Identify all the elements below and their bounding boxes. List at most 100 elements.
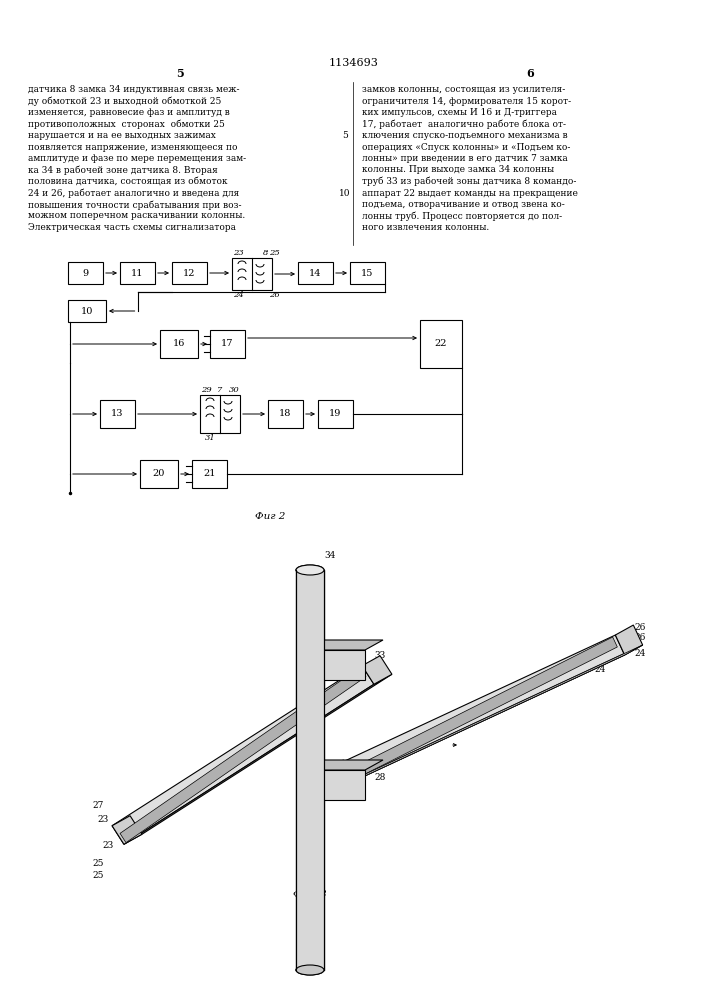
Polygon shape bbox=[325, 635, 625, 790]
Text: 25: 25 bbox=[269, 249, 279, 257]
Bar bbox=[160, 330, 198, 358]
Text: датчика 8 замка 34 индуктивная связь меж-: датчика 8 замка 34 индуктивная связь меж… bbox=[28, 85, 240, 94]
Text: 28: 28 bbox=[374, 774, 386, 782]
Text: 23: 23 bbox=[233, 249, 243, 257]
Polygon shape bbox=[362, 656, 392, 684]
Bar bbox=[232, 258, 272, 290]
Bar bbox=[268, 400, 303, 428]
Text: 14: 14 bbox=[309, 268, 322, 277]
Polygon shape bbox=[325, 760, 353, 790]
Polygon shape bbox=[305, 770, 365, 800]
Text: повышения точности срабатывания при воз-: повышения точности срабатывания при воз- bbox=[28, 200, 242, 210]
Polygon shape bbox=[615, 625, 643, 655]
Text: 8: 8 bbox=[263, 249, 269, 257]
Text: лонны» при введении в его датчик 7 замка: лонны» при введении в его датчик 7 замка bbox=[362, 154, 568, 163]
Bar bbox=[350, 262, 385, 284]
Polygon shape bbox=[296, 570, 324, 970]
Bar bbox=[298, 262, 333, 284]
Text: 22: 22 bbox=[435, 340, 448, 349]
Text: ключения спуско-подъемного механизма в: ключения спуско-подъемного механизма в bbox=[362, 131, 568, 140]
Ellipse shape bbox=[296, 565, 324, 575]
Polygon shape bbox=[305, 650, 365, 680]
Bar bbox=[172, 262, 207, 284]
Text: 11: 11 bbox=[132, 268, 144, 277]
Bar bbox=[200, 395, 240, 433]
Text: 17, работает  аналогично работе блока от-: 17, работает аналогично работе блока от- bbox=[362, 119, 566, 129]
Text: ограничителя 14, формирователя 15 корот-: ограничителя 14, формирователя 15 корот- bbox=[362, 97, 571, 105]
Text: Электрическая часть схемы сигнализатора: Электрическая часть схемы сигнализатора bbox=[28, 223, 236, 232]
Text: 18: 18 bbox=[279, 410, 292, 418]
Text: ка 34 в рабочей зоне датчика 8. Вторая: ка 34 в рабочей зоне датчика 8. Вторая bbox=[28, 165, 218, 175]
Text: замков колонны, состоящая из усилителя-: замков колонны, состоящая из усилителя- bbox=[362, 85, 566, 94]
Text: подъема, отворачивание и отвод звена ко-: подъема, отворачивание и отвод звена ко- bbox=[362, 200, 565, 209]
Text: 16: 16 bbox=[173, 340, 185, 349]
Bar bbox=[100, 400, 135, 428]
Text: аппарат 22 выдает команды на прекращение: аппарат 22 выдает команды на прекращение bbox=[362, 188, 578, 198]
Text: Фиг. 3: Фиг. 3 bbox=[293, 890, 327, 899]
Polygon shape bbox=[296, 570, 324, 970]
Text: амплитуде и фазе по мере перемещения зам-: амплитуде и фазе по мере перемещения зам… bbox=[28, 154, 246, 163]
Bar bbox=[192, 460, 227, 488]
Polygon shape bbox=[333, 637, 617, 788]
Text: противоположных  сторонах  обмотки 25: противоположных сторонах обмотки 25 bbox=[28, 119, 225, 129]
Text: 33: 33 bbox=[375, 650, 385, 660]
Bar bbox=[420, 320, 462, 368]
Bar bbox=[68, 262, 103, 284]
Bar bbox=[210, 330, 245, 358]
Text: 23: 23 bbox=[98, 816, 109, 824]
Text: 10: 10 bbox=[339, 188, 351, 198]
Text: 34: 34 bbox=[325, 550, 336, 560]
Polygon shape bbox=[112, 816, 142, 844]
Ellipse shape bbox=[296, 565, 324, 575]
Text: 15: 15 bbox=[361, 268, 374, 277]
Text: 9: 9 bbox=[83, 268, 88, 277]
Text: 1134693: 1134693 bbox=[329, 58, 378, 68]
Polygon shape bbox=[120, 667, 366, 843]
Text: 5: 5 bbox=[342, 131, 348, 140]
Text: 26: 26 bbox=[269, 291, 279, 299]
Text: 30: 30 bbox=[228, 386, 240, 394]
Bar bbox=[68, 300, 106, 322]
Text: 24: 24 bbox=[595, 666, 606, 674]
Text: 6: 6 bbox=[526, 68, 534, 79]
Text: можном поперечном раскачивании колонны.: можном поперечном раскачивании колонны. bbox=[28, 212, 245, 221]
Text: нарушается и на ее выходных зажимах: нарушается и на ее выходных зажимах bbox=[28, 131, 216, 140]
Ellipse shape bbox=[296, 965, 324, 975]
Text: ких импульсов, схемы И 16 и Д-триггера: ких импульсов, схемы И 16 и Д-триггера bbox=[362, 108, 557, 117]
Text: ного извлечения колонны.: ного извлечения колонны. bbox=[362, 223, 489, 232]
Bar bbox=[120, 262, 155, 284]
Text: 10: 10 bbox=[81, 306, 93, 316]
Text: 5: 5 bbox=[176, 68, 184, 79]
Text: появляется напряжение, изменяющееся по: появляется напряжение, изменяющееся по bbox=[28, 142, 238, 151]
Text: 27: 27 bbox=[93, 800, 104, 810]
Polygon shape bbox=[334, 645, 643, 790]
Text: половина датчика, состоящая из обмоток: половина датчика, состоящая из обмоток bbox=[28, 177, 228, 186]
Text: 19: 19 bbox=[329, 410, 341, 418]
Polygon shape bbox=[305, 760, 383, 770]
Text: 24: 24 bbox=[233, 291, 243, 299]
Text: 31: 31 bbox=[204, 434, 216, 442]
Text: 23: 23 bbox=[103, 840, 114, 850]
Text: 25: 25 bbox=[92, 858, 104, 867]
Text: 21: 21 bbox=[203, 470, 216, 479]
Bar bbox=[318, 400, 353, 428]
Text: 29: 29 bbox=[201, 386, 211, 394]
Text: Фиг 2: Фиг 2 bbox=[255, 512, 285, 521]
Text: 13: 13 bbox=[111, 410, 124, 418]
Polygon shape bbox=[124, 674, 392, 844]
Text: 26: 26 bbox=[634, 634, 645, 643]
Text: колонны. При выходе замка 34 колонны: колонны. При выходе замка 34 колонны bbox=[362, 165, 554, 174]
Text: 24: 24 bbox=[634, 648, 645, 658]
Polygon shape bbox=[112, 666, 374, 844]
Polygon shape bbox=[305, 640, 383, 650]
Ellipse shape bbox=[296, 965, 324, 975]
Text: труб 33 из рабочей зоны датчика 8 командо-: труб 33 из рабочей зоны датчика 8 команд… bbox=[362, 177, 576, 186]
Text: 7: 7 bbox=[217, 386, 223, 394]
Bar bbox=[140, 460, 178, 488]
Polygon shape bbox=[334, 645, 643, 790]
Text: лонны труб. Процесс повторяется до пол-: лонны труб. Процесс повторяется до пол- bbox=[362, 212, 562, 221]
Text: 12: 12 bbox=[183, 268, 196, 277]
Text: 17: 17 bbox=[221, 340, 234, 349]
Text: изменяется, равновесие фаз и амплитуд в: изменяется, равновесие фаз и амплитуд в bbox=[28, 108, 230, 117]
Text: 20: 20 bbox=[153, 470, 165, 479]
